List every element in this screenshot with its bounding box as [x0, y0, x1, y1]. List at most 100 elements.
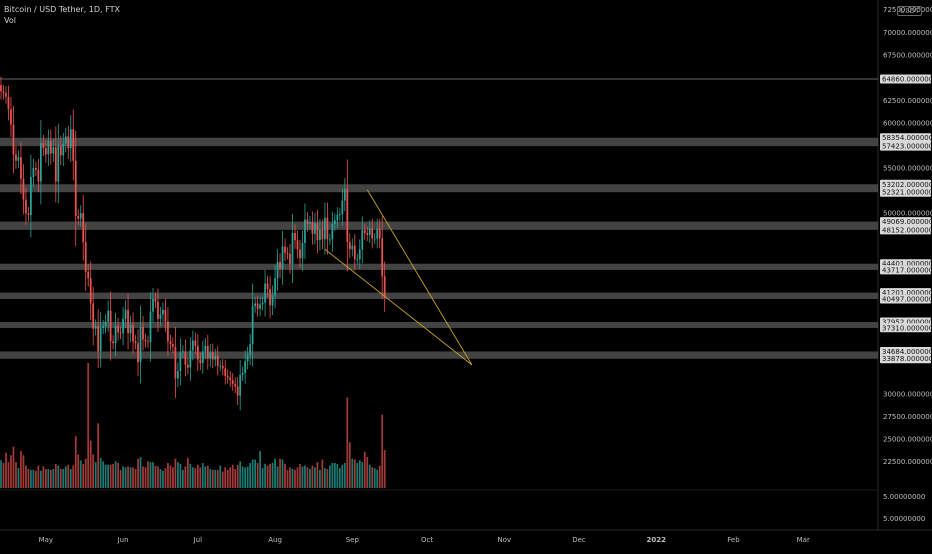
candle-body [67, 136, 70, 149]
support-resistance-zone [0, 137, 878, 147]
support-resistance-zone [0, 263, 878, 270]
candle-body [351, 245, 354, 250]
candle-body [189, 350, 192, 368]
volume-bar [25, 465, 27, 488]
volume-bar [371, 467, 374, 488]
candle-body [72, 129, 75, 161]
volume-bar [206, 465, 209, 488]
volume-bar [353, 459, 356, 488]
volume-bar [378, 465, 381, 488]
candle-body [368, 228, 371, 235]
volume-axis-label: 5.00000000 [883, 493, 925, 501]
candle-body [363, 230, 366, 234]
volume-bar [368, 464, 371, 488]
volume-bar [289, 467, 291, 488]
volume-bar [147, 461, 149, 488]
candle-body [174, 346, 177, 379]
volume-bar [239, 461, 242, 488]
volume-bar [361, 462, 364, 488]
volume-bar [244, 467, 247, 488]
chart-legend: Bitcoin / USD Tether, 1D, FTX Vol [4, 4, 120, 26]
volume-bar [231, 464, 234, 488]
volume-bar [281, 459, 284, 488]
volume-bar [94, 462, 97, 488]
candle-body [259, 304, 261, 309]
price-axis-label: 67500.00000000 [883, 52, 932, 60]
candle-body [92, 303, 95, 329]
candle-body [54, 147, 57, 182]
volume-bar [137, 458, 139, 488]
volume-bar [74, 436, 77, 488]
candle-body [206, 345, 209, 359]
volume-bar [306, 467, 309, 488]
volume-bar [376, 469, 379, 488]
candle-body [129, 325, 132, 334]
support-resistance-zone [0, 184, 878, 193]
candle-body [343, 188, 346, 201]
volume-bar [251, 459, 254, 488]
candle-body [266, 283, 269, 290]
volume-bar [338, 468, 341, 488]
zone-bottom-price-tag: 33878.00000000 [882, 355, 932, 363]
candle-body [0, 84, 2, 92]
volume-bar [77, 454, 80, 488]
candle-body [299, 249, 301, 259]
candle-body [289, 253, 291, 264]
candle-body [69, 129, 72, 149]
volume-bar [134, 469, 137, 488]
candle-body [30, 177, 32, 215]
volume-bar [7, 462, 10, 488]
candle-body [326, 217, 329, 240]
candle-body [119, 332, 122, 334]
candle-body [44, 148, 47, 155]
candle-body [79, 213, 82, 219]
level-price-tag: 64860.00000000 [882, 75, 932, 83]
candle-body [314, 223, 316, 234]
volume-bar [112, 463, 114, 488]
candle-body [22, 178, 25, 200]
volume-bar [37, 465, 40, 488]
price-axis-label: 50000.00000000 [883, 210, 932, 218]
candle-body [274, 278, 276, 296]
price-axis-label: 30000.00000000 [883, 390, 932, 398]
candle-body [329, 239, 331, 241]
volume-bar [15, 462, 17, 488]
volume-bar [169, 465, 172, 488]
volume-bar [182, 469, 184, 488]
volume-bar [42, 466, 45, 488]
price-axis-label: 70000.00000000 [883, 29, 932, 37]
volume-bar [12, 446, 15, 488]
candle-body [286, 252, 289, 254]
price-axis-label: 62500.00000000 [883, 97, 932, 105]
candle-body [311, 222, 314, 234]
volume-bar [20, 450, 22, 488]
volume-bar [291, 469, 294, 488]
candle-body [94, 326, 97, 329]
volume-bar [87, 363, 90, 488]
volume-bar [179, 463, 182, 488]
candle-body [132, 325, 134, 342]
candle-body [117, 326, 119, 333]
candle-body [154, 298, 157, 302]
volume-bar [22, 455, 25, 488]
candle-body [221, 365, 224, 369]
zone-top-price-tag-bg [880, 133, 931, 143]
candle-body [353, 245, 356, 260]
candle-body [52, 147, 55, 154]
volume-bar [279, 458, 281, 488]
volume-bar [321, 459, 324, 488]
volume-bar [62, 469, 65, 488]
zone-top-price-tag: 34684.00000000 [882, 348, 932, 356]
volume-bar [79, 460, 82, 488]
time-axis-label: Jul [193, 536, 203, 544]
zone-top-price-tag-bg [880, 346, 931, 356]
candle-body [97, 326, 100, 352]
volume-bar [186, 457, 189, 488]
time-axis-label: Aug [268, 536, 282, 544]
volume-bar [319, 469, 321, 488]
volume-bar [274, 458, 276, 488]
zone-top-price-tag: 37952.00000000 [882, 318, 932, 326]
zone-bottom-price-tag-bg [880, 225, 931, 235]
